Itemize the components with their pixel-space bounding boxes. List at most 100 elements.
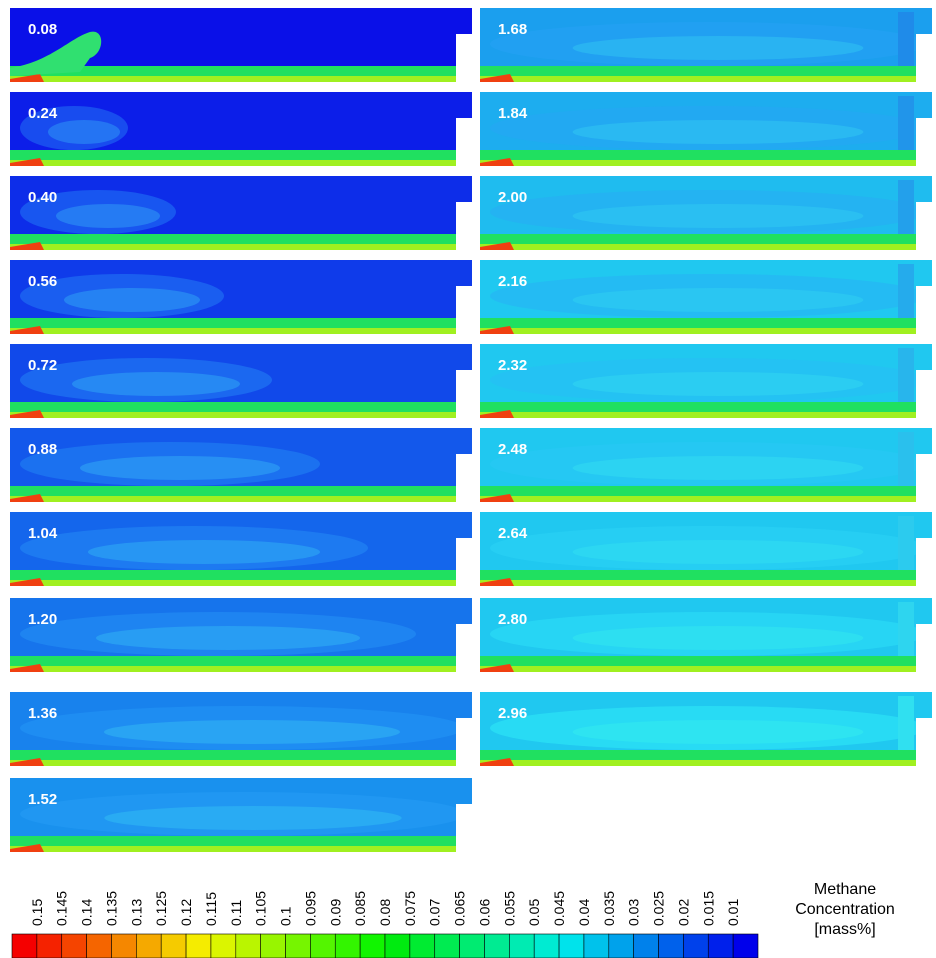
wall-layer (898, 432, 914, 492)
bottom-edge (10, 76, 472, 82)
time-label: 1.52 (28, 791, 57, 808)
plume-core (573, 288, 864, 312)
panel: 1.52 (10, 778, 472, 852)
colorbar-label: 0.11 (228, 900, 244, 926)
color-swatch (410, 934, 435, 958)
plume-core (96, 626, 360, 650)
panel: 2.16 (480, 260, 932, 334)
color-swatch (385, 934, 410, 958)
colorbar-label: 0.135 (103, 891, 119, 926)
plume-core (64, 288, 200, 312)
panel-field (10, 778, 472, 852)
color-swatch (186, 934, 211, 958)
wall-layer (898, 602, 914, 662)
colorbar-label: 0.055 (501, 891, 517, 926)
plume-core (573, 372, 864, 396)
plume-core (48, 120, 120, 144)
colorbar-label: 0.025 (651, 891, 667, 926)
color-swatch (310, 934, 335, 958)
plume-core (104, 806, 401, 830)
color-swatch (335, 934, 360, 958)
panel-field (480, 176, 932, 250)
panel: 2.96 (480, 692, 932, 766)
contour-figure: 0.080.240.400.560.720.881.041.201.361.52… (0, 0, 936, 958)
panel-field (10, 260, 472, 334)
color-swatch (435, 934, 460, 958)
panel-field (480, 692, 932, 766)
color-swatch (534, 934, 559, 958)
figure: 0.080.240.400.560.720.881.041.201.361.52… (0, 0, 936, 958)
colorbar-label: 0.07 (427, 899, 443, 926)
bottom-edge (480, 666, 932, 672)
panel: 0.24 (10, 92, 472, 166)
panel-field (480, 8, 932, 82)
colorbar-label: 0.04 (576, 899, 592, 926)
color-swatch (634, 934, 659, 958)
color-swatch (509, 934, 534, 958)
panel-field (10, 176, 472, 250)
panel: 0.40 (10, 176, 472, 250)
bottom-edge (480, 160, 932, 166)
color-swatch (360, 934, 385, 958)
time-label: 1.36 (28, 705, 57, 722)
panel-field (10, 344, 472, 418)
plume-core (88, 540, 320, 564)
colorbar-label: 0.12 (178, 899, 194, 926)
time-label: 1.20 (28, 611, 57, 628)
time-label: 1.68 (498, 21, 527, 38)
panel-field (480, 598, 932, 672)
plume-core (573, 204, 864, 228)
colorbar-label: 0.14 (79, 899, 95, 926)
time-label: 0.40 (28, 189, 57, 206)
colorbar-title: Methane Concentration [mass%] (770, 880, 920, 940)
panel: 1.36 (10, 692, 472, 766)
plume-core (104, 720, 400, 744)
color-swatch (136, 934, 161, 958)
plume-core (56, 204, 160, 228)
color-swatch (62, 934, 87, 958)
plume-core (573, 456, 864, 480)
panel: 1.84 (480, 92, 932, 166)
colorbar-label: 0.115 (203, 892, 219, 926)
panel: 1.04 (10, 512, 472, 586)
color-swatch (87, 934, 112, 958)
colorbar-label: 0.1 (278, 906, 294, 926)
color-swatch (484, 934, 509, 958)
panel-field (10, 512, 472, 586)
color-swatch (161, 934, 186, 958)
colorbar-label: 0.065 (452, 891, 468, 926)
wall-layer (898, 180, 914, 240)
bottom-edge (480, 76, 932, 82)
panel: 0.56 (10, 260, 472, 334)
bottom-edge (10, 666, 472, 672)
color-swatch (111, 934, 136, 958)
bottom-edge (10, 412, 472, 418)
panel-field (480, 344, 932, 418)
time-label: 2.48 (498, 441, 527, 458)
colorbar-label: 0.105 (253, 891, 269, 926)
colorbar-label: 0.03 (626, 899, 642, 926)
time-label: 2.32 (498, 357, 527, 374)
title-line: [mass%] (770, 920, 920, 940)
bottom-edge (480, 328, 932, 334)
wall-layer (898, 348, 914, 408)
title-line: Methane (770, 880, 920, 900)
colorbar-label: 0.145 (54, 891, 70, 926)
color-swatch (733, 934, 758, 958)
bottom-edge (10, 760, 472, 766)
panel-field (480, 512, 932, 586)
plume-core (573, 720, 864, 744)
bottom-edge (480, 580, 932, 586)
bottom-edge (10, 496, 472, 502)
panel-field (10, 92, 472, 166)
color-swatch (659, 934, 684, 958)
color-swatch (12, 934, 37, 958)
panel-field (10, 8, 472, 82)
time-label: 1.84 (498, 105, 528, 122)
panel-field (480, 260, 932, 334)
panel: 0.88 (10, 428, 472, 502)
time-label: 2.80 (498, 611, 527, 628)
plume-core (80, 456, 280, 480)
panel: 0.08 (10, 8, 472, 82)
colorbar-label: 0.01 (725, 899, 741, 926)
